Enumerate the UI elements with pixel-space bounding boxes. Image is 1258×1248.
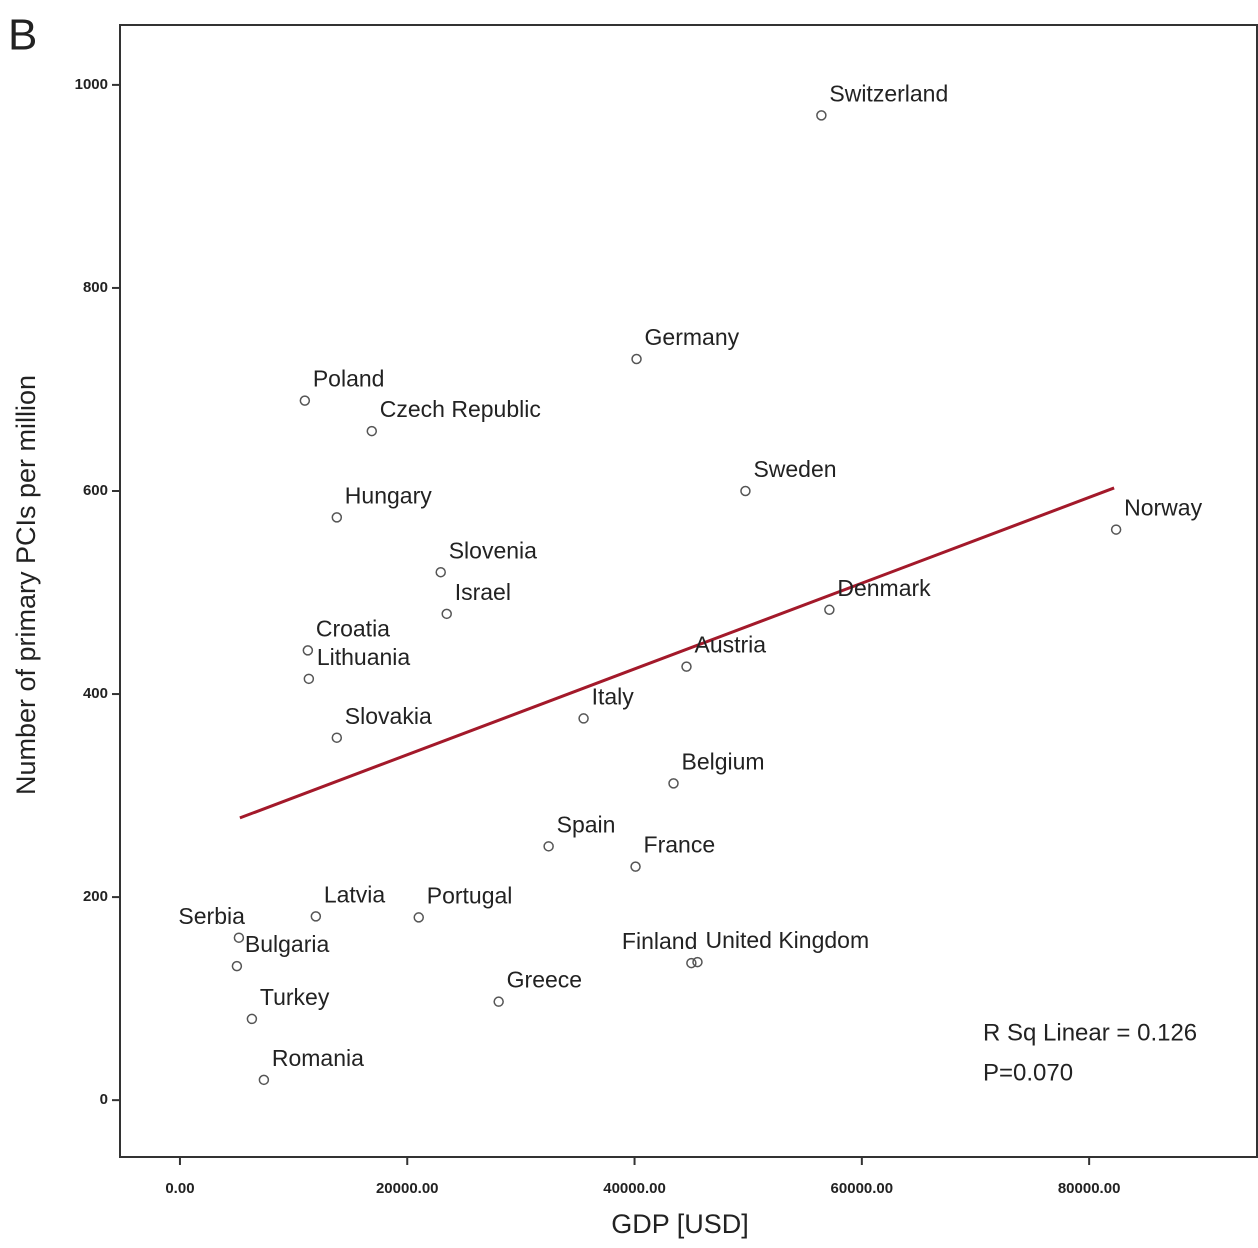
data-point [231,960,243,972]
point-label: Slovakia [345,703,432,729]
data-point [740,485,751,497]
point-label: Lithuania [317,644,411,670]
data-point [816,110,827,121]
data-point [668,778,679,789]
x-tick-label: 0.00 [165,1180,194,1197]
data-point [824,604,835,616]
plot-frame [119,24,1258,1158]
point-label: Israel [455,579,511,605]
data-point [302,645,314,656]
point-label: Greece [507,967,582,993]
data-point [686,957,697,969]
point-label: Croatia [316,615,390,641]
annotation: P=0.070 [983,1059,1073,1086]
point-label: France [644,832,716,858]
x-tick-label: 80000.00 [1058,1180,1121,1197]
data-point [258,1074,270,1086]
data-point [435,566,446,578]
x-tick-label: 60000.00 [831,1180,894,1197]
x-axis-title: GDP [USD] [611,1209,749,1239]
point-label: Latvia [324,881,386,907]
data-point [631,353,642,365]
data-point [441,608,452,620]
y-tick-label: 800 [83,279,108,296]
point-label: Austria [694,632,766,658]
y-tick-label: 0 [100,1091,108,1108]
data-point [578,713,589,724]
point-label: Hungary [345,482,432,508]
point-label: Turkey [260,984,330,1010]
point-label: Bulgaria [245,931,330,957]
point-label: Italy [592,683,635,709]
data-point [310,911,322,922]
y-tick-label: 400 [83,685,108,702]
data-point [331,512,343,523]
point-label: Serbia [178,903,245,929]
data-point [299,395,311,406]
data-point [493,996,504,1007]
y-axis-title: Number of primary PCIs per million [11,375,41,795]
data-point [543,841,554,852]
data-point [246,1013,258,1025]
y-tick-label: 600 [83,482,108,499]
x-tick-label: 40000.00 [603,1180,666,1197]
annotation: R Sq Linear = 0.126 [983,1019,1197,1046]
point-label: United Kingdom [705,927,869,953]
data-point [366,425,378,437]
point-label: Sweden [753,456,836,482]
point-label: Poland [313,366,385,392]
point-label: Belgium [682,748,765,774]
x-tick-label: 20000.00 [376,1180,439,1197]
data-point [331,732,343,743]
panel-label: B [8,11,37,60]
data-point [630,861,641,872]
point-label: Romania [272,1045,364,1071]
data-point [413,912,424,923]
data-point [681,661,692,672]
data-point [1110,524,1122,535]
point-label: Finland [622,928,697,954]
trend-line [239,486,1115,820]
data-point [692,956,703,968]
point-label: Czech Republic [380,396,541,422]
data-point [303,673,315,685]
point-label: Denmark [837,575,931,601]
point-label: Germany [645,324,740,350]
point-label: Slovenia [449,537,537,563]
data-point [233,932,245,943]
y-tick-label: 200 [83,888,108,905]
point-label: Switzerland [829,80,948,106]
point-label: Norway [1124,495,1202,521]
y-tick-label: 1000 [75,76,108,93]
point-label: Portugal [427,882,513,908]
point-label: Spain [557,811,616,837]
